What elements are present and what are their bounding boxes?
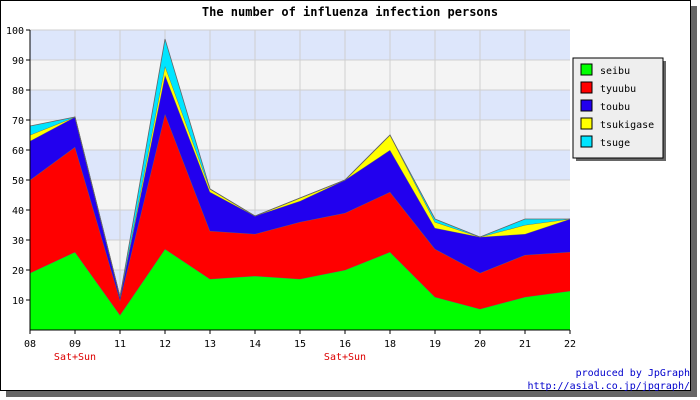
x-tick-label: 19: [429, 339, 441, 350]
legend-label-seibu: seibu: [600, 66, 630, 77]
legend-label-tyuubu: tyuubu: [600, 84, 636, 95]
legend-label-tsukigase: tsukigase: [600, 120, 654, 131]
x-tick-label: 20: [474, 339, 486, 350]
area-seibu: [30, 249, 570, 330]
x-tick-label: 13: [204, 339, 216, 350]
legend-swatch-seibu: [580, 63, 593, 76]
frame-shadow-bottom: [6, 391, 697, 397]
y-tick-label: 70: [12, 116, 24, 127]
x-tick-label: 21: [519, 339, 531, 350]
y-tick-label: 30: [12, 236, 24, 247]
y-tick-label: 20: [12, 266, 24, 277]
y-tick-label: 40: [12, 206, 24, 217]
y-tick-label: 50: [12, 176, 24, 187]
x-tick-note: Sat+Sun: [324, 352, 366, 363]
x-tick-label: 12: [159, 339, 171, 350]
legend-swatch-toubu: [580, 99, 593, 112]
x-tick-note: Sat+Sun: [54, 352, 96, 363]
chart-title: The number of influenza infection person…: [202, 5, 498, 19]
x-axis-ticks: 08 09 11 12 13 14 15 16 18 19 20 21 22 Sat+Sun Sat+Sun: [24, 330, 576, 363]
area-toubu: [30, 75, 570, 300]
y-tick-label: 10: [12, 296, 24, 307]
x-tick-label: 08: [24, 339, 36, 350]
legend-label-toubu: toubu: [600, 102, 630, 113]
y-tick-label: 60: [12, 146, 24, 157]
legend-swatch-tsukigase: [580, 117, 593, 130]
x-tick-label: 15: [294, 339, 306, 350]
x-tick-label: 16: [339, 339, 351, 350]
y-axis-ticks: 10 20 30 40 50 60 70 80 90 100: [6, 26, 30, 307]
x-tick-label: 11: [114, 339, 126, 350]
area-tyuubu: [30, 114, 570, 315]
legend-swatch-tyuubu: [580, 81, 593, 94]
x-tick-label: 22: [564, 339, 576, 350]
legend-label-tsuge: tsuge: [600, 138, 630, 149]
y-tick-label: 80: [12, 86, 24, 97]
legend-swatch-tsuge: [580, 135, 593, 148]
x-tick-label: 14: [249, 339, 261, 350]
x-tick-label: 09: [69, 339, 81, 350]
stacked-areas: [29, 38, 571, 330]
frame-shadow-right: [691, 6, 697, 397]
credit-line-1: produced by JpGraph: [576, 368, 690, 379]
y-tick-label: 100: [6, 26, 24, 37]
area-edge-tsuge: [29, 38, 570, 298]
credit-line-2[interactable]: http://asial.co.jp/jpgraph/: [527, 381, 690, 392]
legend: seibu tyuubu toubu tsukigase tsuge: [572, 57, 666, 161]
y-tick-label: 90: [12, 56, 24, 67]
x-tick-label: 18: [384, 339, 396, 350]
